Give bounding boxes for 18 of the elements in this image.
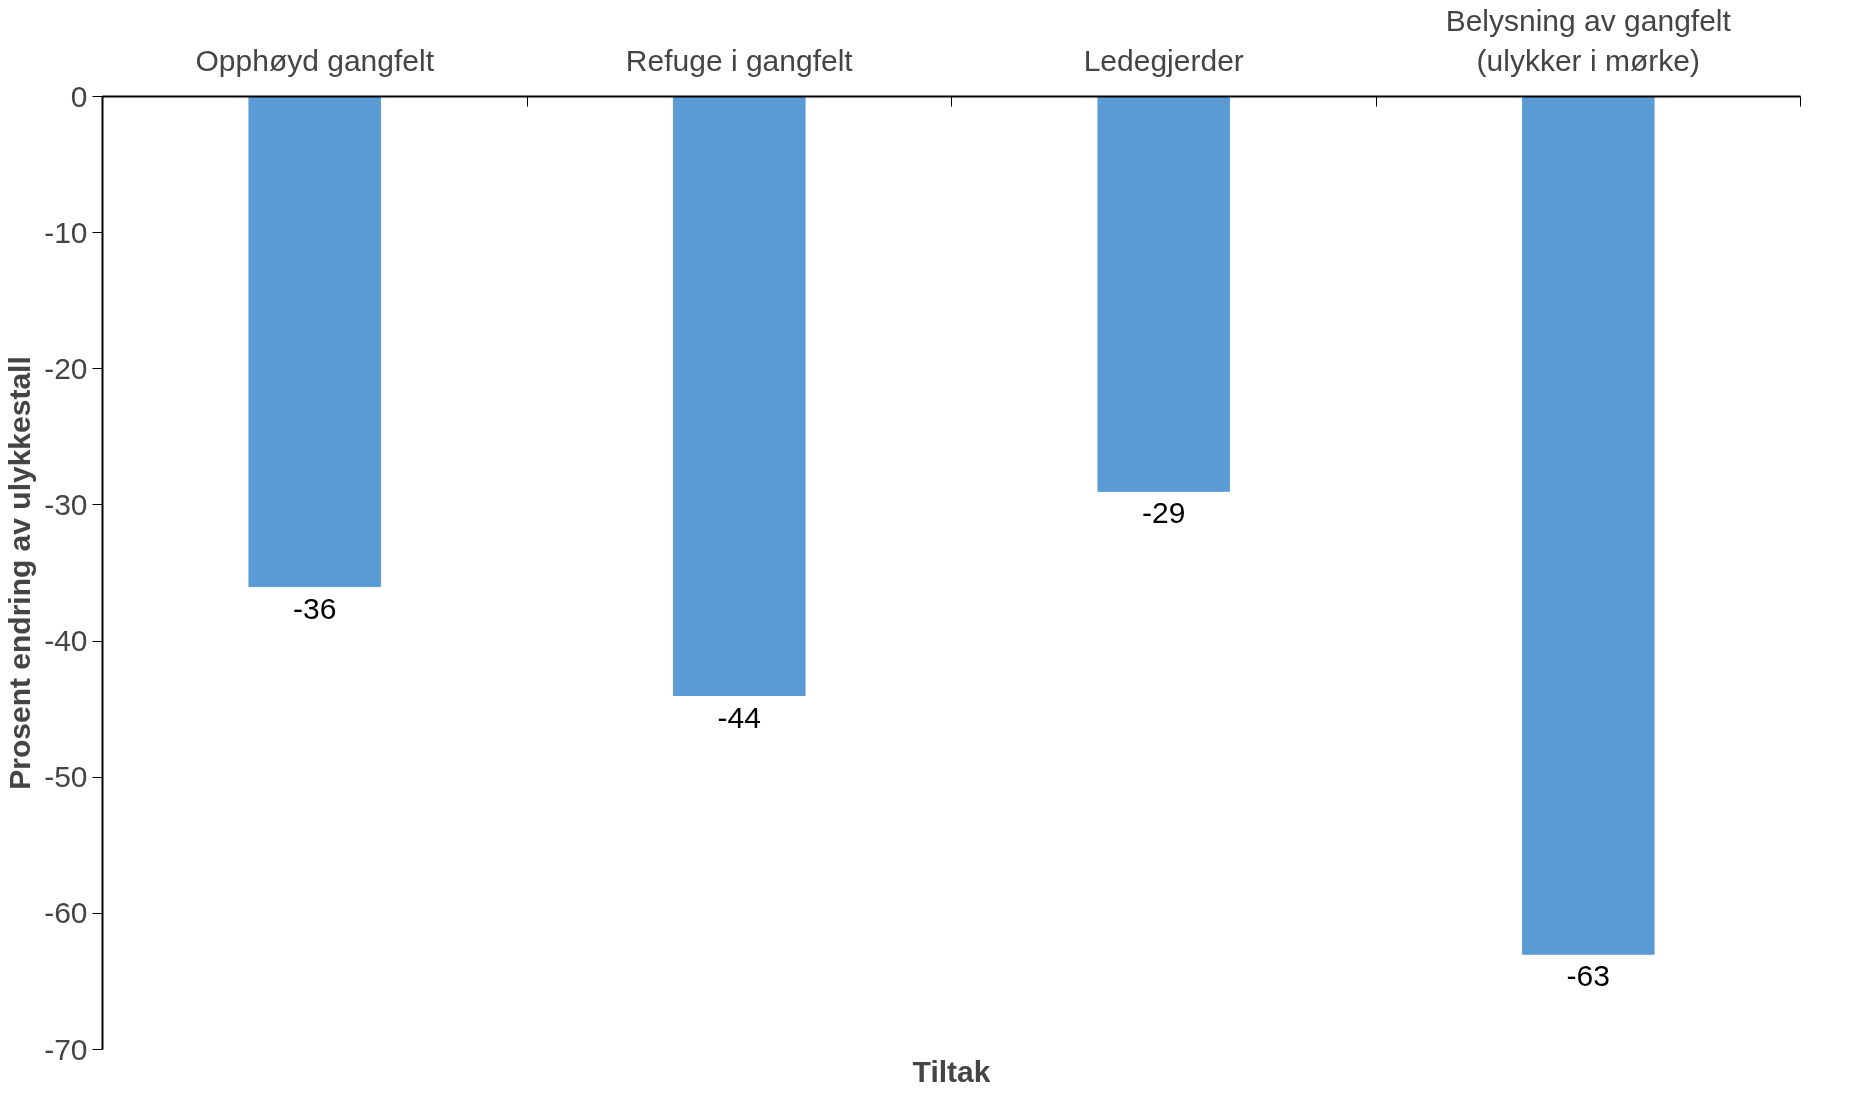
data-label: -29 [1142,496,1186,530]
x-tick-label: Belysning av gangfelt (ulykker i mørke) [1445,3,1732,77]
x-tick-label: Refuge i gangfelt [625,43,854,77]
y-tick-label: -10 [44,215,88,249]
y-tick-label: -20 [44,351,88,385]
x-tick-label: Ledegjerder [1083,43,1244,77]
y-tick-label: -40 [44,624,88,658]
data-label: -44 [717,700,761,734]
y-tick-label: -30 [44,487,88,521]
x-axis-title: Tiltak [912,1054,991,1088]
y-axis-title: Prosent endring av ulykkestall [3,356,37,790]
y-tick-label: -50 [44,760,88,794]
y-tick-label: -60 [44,896,88,930]
y-tick-label: -70 [44,1032,88,1066]
data-label: -36 [293,591,337,625]
x-tick-label: Opphøyd gangfelt [195,43,435,77]
y-tick-label: 0 [70,79,88,113]
data-label: -63 [1566,959,1610,993]
